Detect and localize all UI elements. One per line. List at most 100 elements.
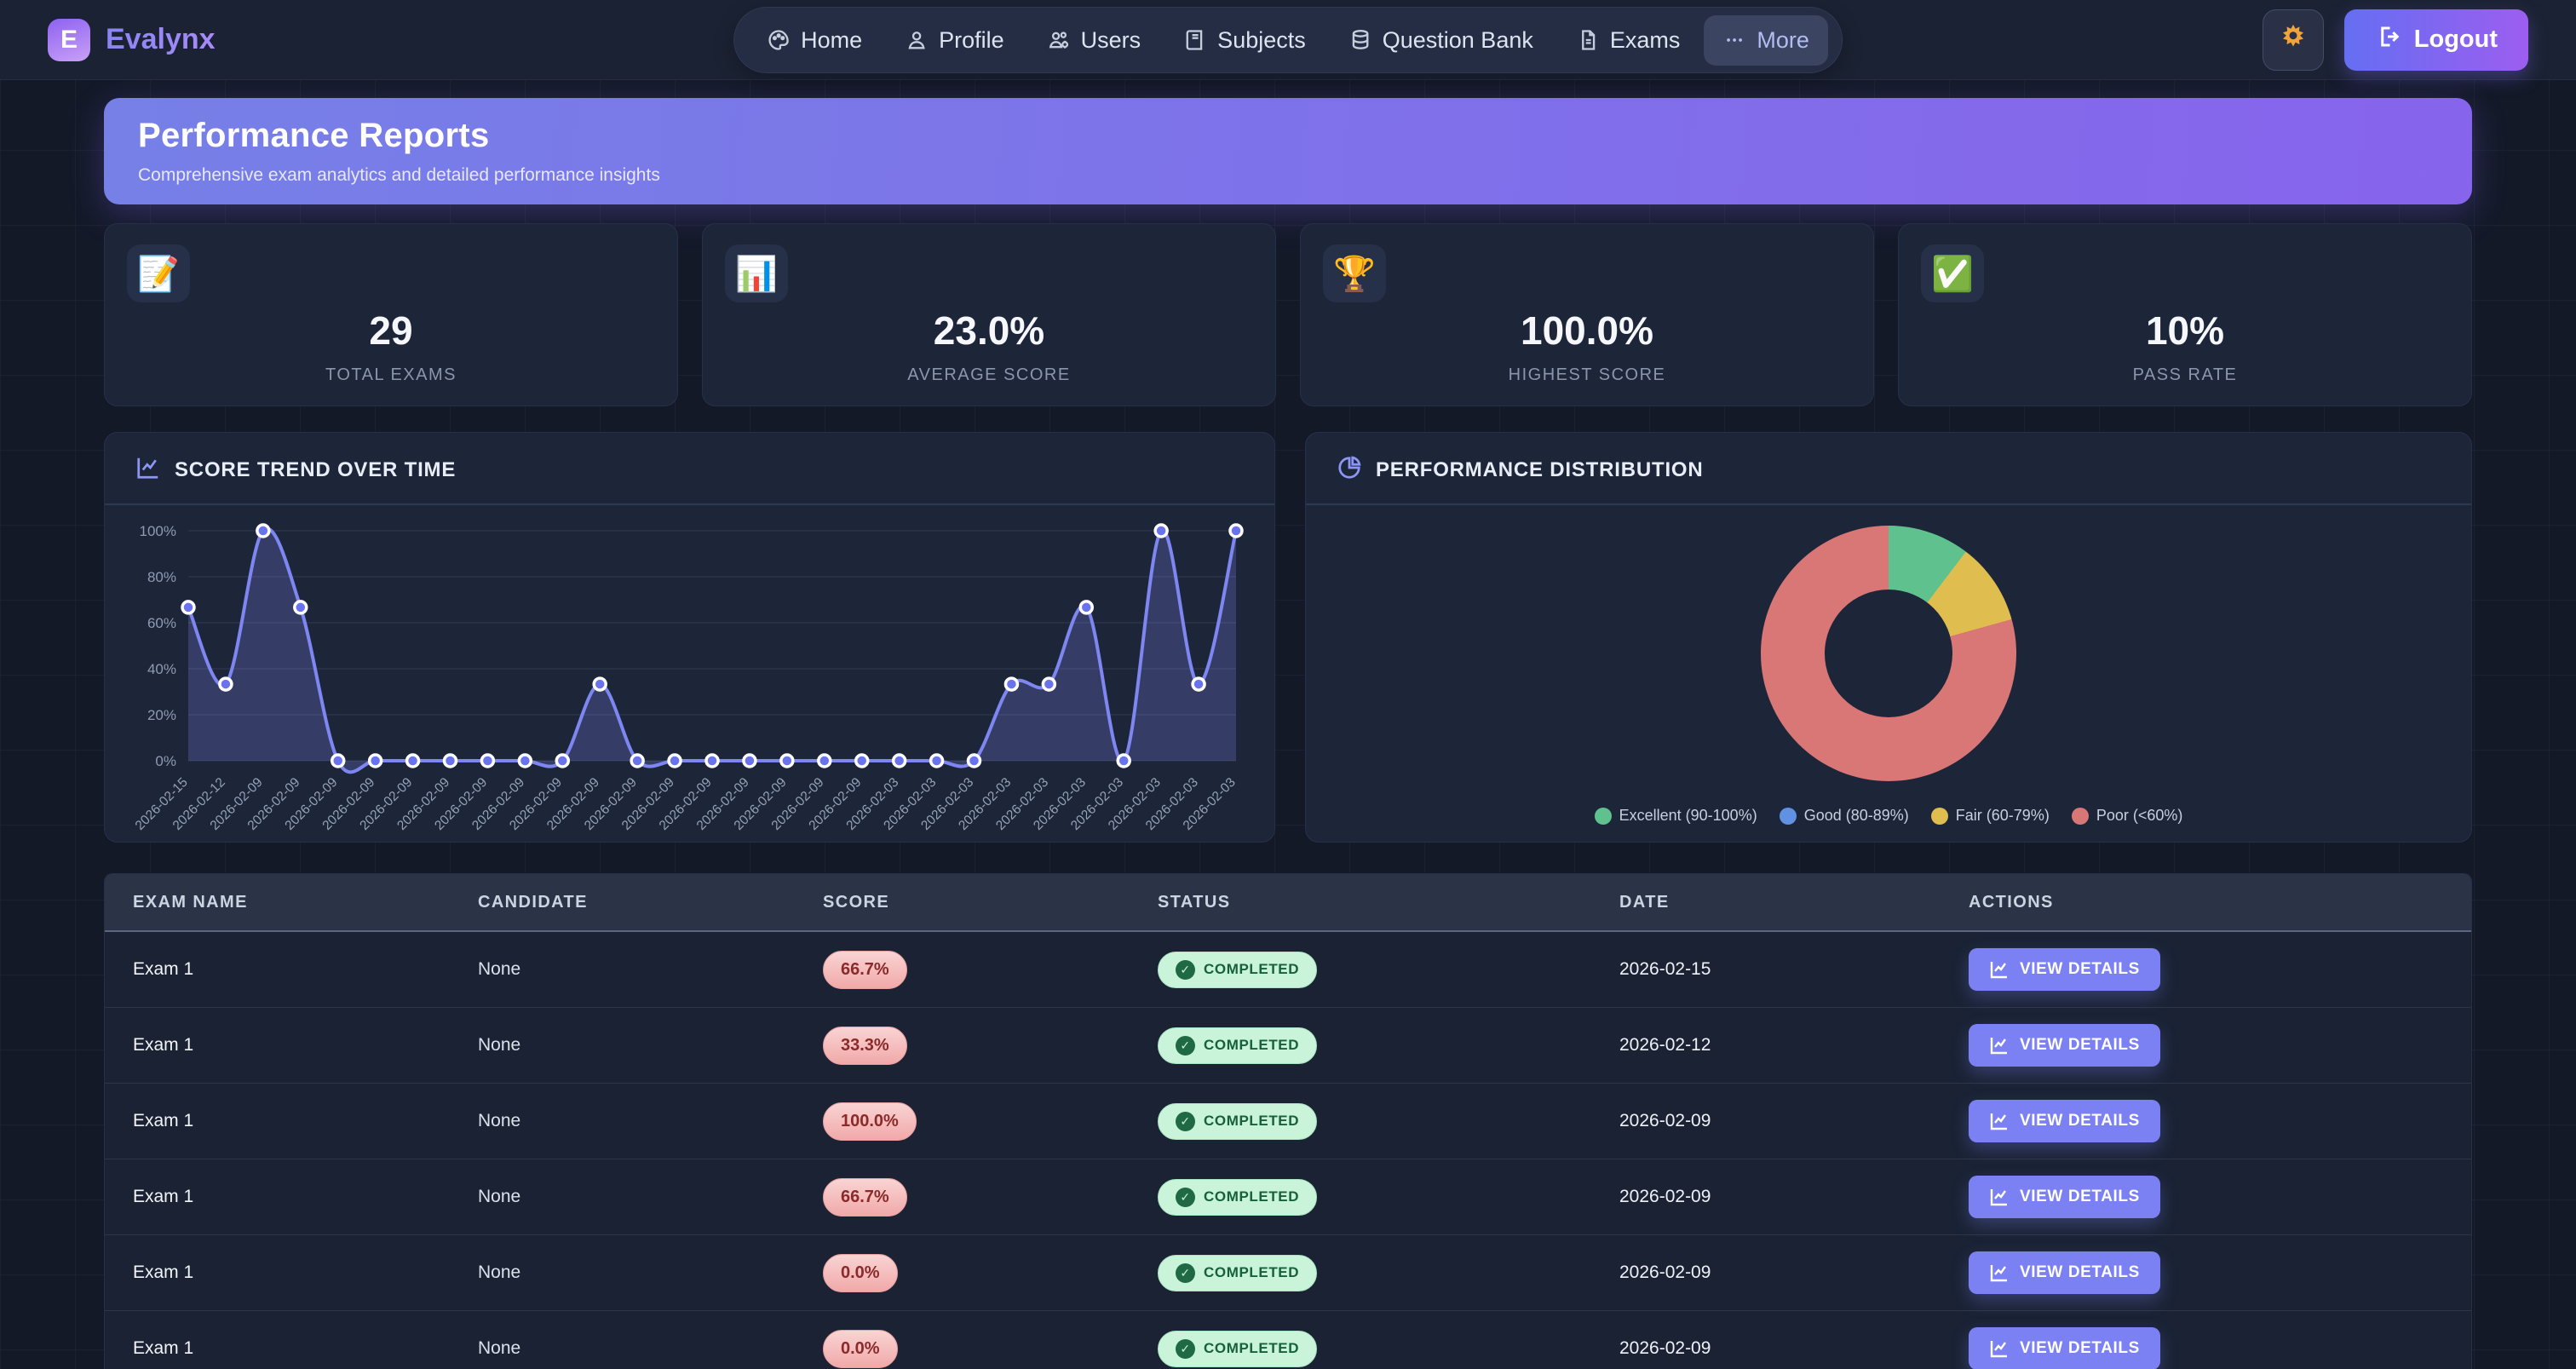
trophy-icon: 🏆 [1323,244,1386,302]
main-nav: Home Profile Users Subjects Question Bank Exa… [733,7,1843,73]
check-circle-icon: ✓ [1176,1035,1195,1056]
date-cell: 2026-02-09 [1619,1263,1711,1282]
score-badge: 66.7% [823,950,907,989]
stat-label: TOTAL EXAMS [325,365,457,384]
charts-row: SCORE TREND OVER TIME 0% 20% 40% 60% 80% 100%… [104,432,2472,843]
col-header-actions: ACTIONS [1969,892,2054,912]
legend-color-dot [1779,807,1797,825]
performance-distribution-title: PERFORMANCE DISTRIBUTION [1376,457,1704,481]
check-icon: ✅ [1921,244,1984,302]
page-subtitle: Comprehensive exam analytics and detaile… [138,165,660,185]
bar-chart-icon: 📊 [725,244,788,302]
score-cell: 0.0% [795,1253,1130,1292]
trend-line-chart-svg: 0%20%40%60%80%100%2026-02-152026-02-1220… [133,523,1244,833]
table-body: Exam 1 None 66.7% ✓ COMPLETED 2026-02-15 VIEW … [105,932,2471,1369]
status-cell: ✓ COMPLETED [1130,951,1591,988]
score-trend-card: SCORE TREND OVER TIME 0% 20% 40% 60% 80% 100%… [104,432,1275,843]
status-badge: ✓ COMPLETED [1158,1254,1318,1291]
legend-item-good-80-89: Good (80-89%) [1779,807,1909,825]
view-details-button[interactable]: VIEW DETAILS [1969,1327,2160,1369]
score-cell: 0.0% [795,1329,1130,1368]
stat-card-average-score: 📊 23.0% AVERAGE SCORE [702,223,1276,406]
legend-label: Excellent (90-100%) [1619,807,1757,824]
actions-cell: VIEW DETAILS [1941,1176,2471,1218]
score-cell: 33.3% [795,1026,1130,1065]
score-cell: 66.7% [795,1177,1130,1217]
stat-value: 100.0% [1520,308,1653,353]
page-title: Performance Reports [138,117,490,154]
view-details-button[interactable]: VIEW DETAILS [1969,1100,2160,1142]
logout-icon [2375,24,2401,56]
nav-item-label: Home [801,26,863,53]
user-icon [905,28,929,52]
theme-toggle-button[interactable] [2262,9,2324,71]
palette-icon [767,28,791,52]
logout-button[interactable]: Logout [2343,9,2528,71]
chart-line-icon [1989,1187,2010,1207]
nav-item-subjects[interactable]: Subjects [1164,15,1325,66]
table-row: Exam 1 None 66.7% ✓ COMPLETED 2026-02-15 VIEW … [105,932,2471,1008]
svg-text:0%: 0% [155,753,176,769]
score-cell: 66.7% [795,950,1130,989]
nav-item-label: Subjects [1217,26,1306,53]
candidate-cell: None [478,1263,521,1282]
stat-label: AVERAGE SCORE [907,365,1071,384]
legend-item-fair-60-79: Fair (60-79%) [1930,807,2050,825]
performance-distribution-card: PERFORMANCE DISTRIBUTION Excellent (90-1… [1305,432,2472,843]
score-badge: 100.0% [823,1102,917,1141]
exam-name-cell: Exam 1 [133,1263,194,1282]
donut-hole [1825,590,1952,717]
exam-name-cell: Exam 1 [133,1035,194,1055]
nav-item-label: Users [1080,26,1141,53]
legend-color-dot [1930,807,1948,825]
stat-value: 23.0% [933,308,1045,353]
exam-name-cell: Exam 1 [133,1187,194,1206]
nav-item-question-bank[interactable]: Question Bank [1330,15,1552,66]
table-row: Exam 1 None 0.0% ✓ COMPLETED 2026-02-09 VIEW D… [105,1235,2471,1311]
stat-card-total-exams: 📝 29 TOTAL EXAMS [104,223,678,406]
chart-line-icon [1989,1111,2010,1131]
app-logo[interactable]: E [48,18,90,61]
svg-text:40%: 40% [147,661,176,677]
chart-line-icon [1989,959,2010,980]
col-header-exam-name: EXAM NAME [133,892,248,912]
status-cell: ✓ COMPLETED [1130,1102,1591,1140]
svg-text:100%: 100% [140,523,176,539]
performance-distribution-header: PERFORMANCE DISTRIBUTION [1306,433,2471,505]
nav-item-label: Exams [1609,26,1681,53]
donut-chart-area: Excellent (90-100%) Good (80-89%) Fair (60… [1306,505,2471,825]
stat-card-highest-score: 🏆 100.0% HIGHEST SCORE [1300,223,1874,406]
candidate-cell: None [478,1187,521,1206]
check-circle-icon: ✓ [1176,959,1195,980]
chart-line-icon [1989,1263,2010,1283]
status-cell: ✓ COMPLETED [1130,1027,1591,1064]
page-header-banner: Performance Reports Comprehensive exam a… [104,98,2472,204]
svg-text:20%: 20% [147,707,176,723]
candidate-cell: None [478,1338,521,1358]
view-details-button[interactable]: VIEW DETAILS [1969,1251,2160,1294]
page-content: Performance Reports Comprehensive exam a… [0,80,2576,1369]
candidate-cell: None [478,1035,521,1055]
view-details-button[interactable]: VIEW DETAILS [1969,948,2160,991]
stat-cards-row: 📝 29 TOTAL EXAMS 📊 23.0% AVERAGE SCORE 🏆 100.0%… [104,223,2472,406]
nav-item-users[interactable]: Users [1028,15,1160,66]
check-circle-icon: ✓ [1176,1263,1195,1283]
exam-name-cell: Exam 1 [133,1338,194,1358]
pie-icon [1337,455,1362,485]
status-badge: ✓ COMPLETED [1158,1178,1318,1216]
top-navbar: E Evalynx Home Profile Users Subjects Questi… [0,0,2576,80]
memo-icon: 📝 [127,244,190,302]
file-icon [1576,28,1600,52]
nav-item-home[interactable]: Home [748,15,881,66]
nav-item-profile[interactable]: Profile [886,15,1023,66]
candidate-cell: None [478,959,521,979]
score-badge: 0.0% [823,1329,898,1368]
table-row: Exam 1 None 33.3% ✓ COMPLETED 2026-02-12 VIEW … [105,1008,2471,1084]
status-badge: ✓ COMPLETED [1158,1330,1318,1367]
view-details-button[interactable]: VIEW DETAILS [1969,1176,2160,1218]
nav-item-more[interactable]: More [1704,14,1828,66]
view-details-button[interactable]: VIEW DETAILS [1969,1024,2160,1067]
stat-label: HIGHEST SCORE [1508,365,1666,384]
nav-item-exams[interactable]: Exams [1557,15,1699,66]
legend-color-dot [2071,807,2089,825]
